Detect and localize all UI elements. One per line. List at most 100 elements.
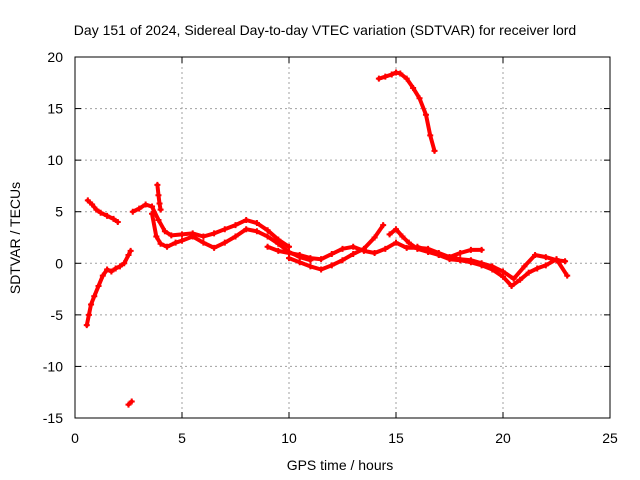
data-point xyxy=(435,252,442,259)
data-point xyxy=(99,272,106,279)
data-point xyxy=(431,147,438,154)
plot-frame xyxy=(74,56,611,419)
data-point xyxy=(542,262,549,269)
x-tick-label: 10 xyxy=(281,430,297,446)
data-point xyxy=(125,401,132,408)
data-point xyxy=(129,208,136,215)
y-tick-label: 10 xyxy=(47,152,63,168)
y-tick-label: 15 xyxy=(47,101,63,117)
data-point xyxy=(149,210,156,217)
data-point xyxy=(508,282,515,289)
data-point xyxy=(478,260,485,267)
y-axis-label: SDTVAR / TECUs xyxy=(7,182,23,294)
data-point xyxy=(318,266,325,273)
data-point xyxy=(121,260,128,267)
data-point xyxy=(393,69,399,76)
data-point xyxy=(112,265,119,272)
data-point xyxy=(414,243,421,250)
data-point xyxy=(232,233,239,240)
data-point xyxy=(264,233,271,240)
data-point xyxy=(457,256,464,263)
x-tick-label: 20 xyxy=(495,430,511,446)
data-point xyxy=(328,251,335,258)
data-point xyxy=(427,132,434,139)
data-point xyxy=(200,233,207,240)
data-point xyxy=(155,216,162,223)
data-point xyxy=(467,246,474,253)
data-point xyxy=(534,265,541,272)
y-tick-label: 5 xyxy=(55,204,63,220)
x-tick-label: 0 xyxy=(71,430,79,446)
data-point xyxy=(553,257,560,264)
data-point xyxy=(388,71,395,78)
data-point xyxy=(157,206,164,213)
data-point xyxy=(382,73,389,80)
data-point xyxy=(478,246,485,253)
data-point xyxy=(127,247,134,254)
data-point xyxy=(154,181,161,188)
data-point xyxy=(243,216,250,223)
data-point xyxy=(286,255,292,262)
data-point xyxy=(264,243,271,250)
series-arc-11 xyxy=(376,70,437,153)
data-point xyxy=(350,243,357,250)
data-point xyxy=(128,398,135,405)
data-point xyxy=(125,252,132,259)
data-point xyxy=(489,263,496,270)
data-point xyxy=(446,254,453,261)
data-point xyxy=(422,111,429,118)
data-point xyxy=(149,203,156,210)
data-point xyxy=(93,206,100,213)
data-point xyxy=(85,311,92,318)
data-point xyxy=(397,70,404,77)
data-point xyxy=(275,247,282,254)
data-point xyxy=(360,245,367,252)
data-point xyxy=(95,282,102,289)
data-point xyxy=(221,239,228,246)
data-point xyxy=(350,251,357,258)
data-point xyxy=(328,262,335,269)
data-point xyxy=(172,239,179,246)
data-point xyxy=(500,268,506,275)
data-point xyxy=(382,245,389,252)
data-point xyxy=(253,220,260,227)
data-point xyxy=(517,276,524,283)
data-point xyxy=(525,269,532,276)
data-point xyxy=(371,249,378,256)
data-point xyxy=(211,244,218,251)
axis-ticks: 0 5 10 15 20 25 -15 -10 -5 0 5 10 15 20 xyxy=(43,49,618,446)
data-point xyxy=(232,222,239,229)
data-point xyxy=(393,239,399,246)
data-point xyxy=(393,226,399,233)
data-point xyxy=(110,215,117,222)
data-point xyxy=(155,192,162,199)
data-point xyxy=(168,232,175,239)
data-point xyxy=(157,240,164,247)
data-point xyxy=(275,240,282,247)
data-point xyxy=(253,228,260,235)
y-tick-label: -5 xyxy=(51,307,64,323)
data-point xyxy=(500,273,506,280)
data-point xyxy=(371,234,378,241)
data-point xyxy=(97,209,104,216)
data-point xyxy=(84,197,91,204)
y-tick-label: -10 xyxy=(43,358,63,374)
data-point xyxy=(467,257,474,264)
data-point xyxy=(542,254,549,261)
data-point xyxy=(264,227,271,234)
data-point xyxy=(521,263,528,270)
data-point xyxy=(221,226,228,233)
data-point xyxy=(153,233,160,240)
x-tick-label: 5 xyxy=(178,430,186,446)
data-point xyxy=(339,245,346,252)
data-point xyxy=(410,84,417,91)
x-tick-label: 25 xyxy=(602,430,618,446)
data-point xyxy=(399,233,406,240)
data-series xyxy=(83,69,571,408)
data-point xyxy=(104,266,111,273)
data-point xyxy=(142,201,149,208)
x-tick-label: 15 xyxy=(388,430,404,446)
data-point xyxy=(416,95,423,102)
data-point xyxy=(286,243,292,250)
